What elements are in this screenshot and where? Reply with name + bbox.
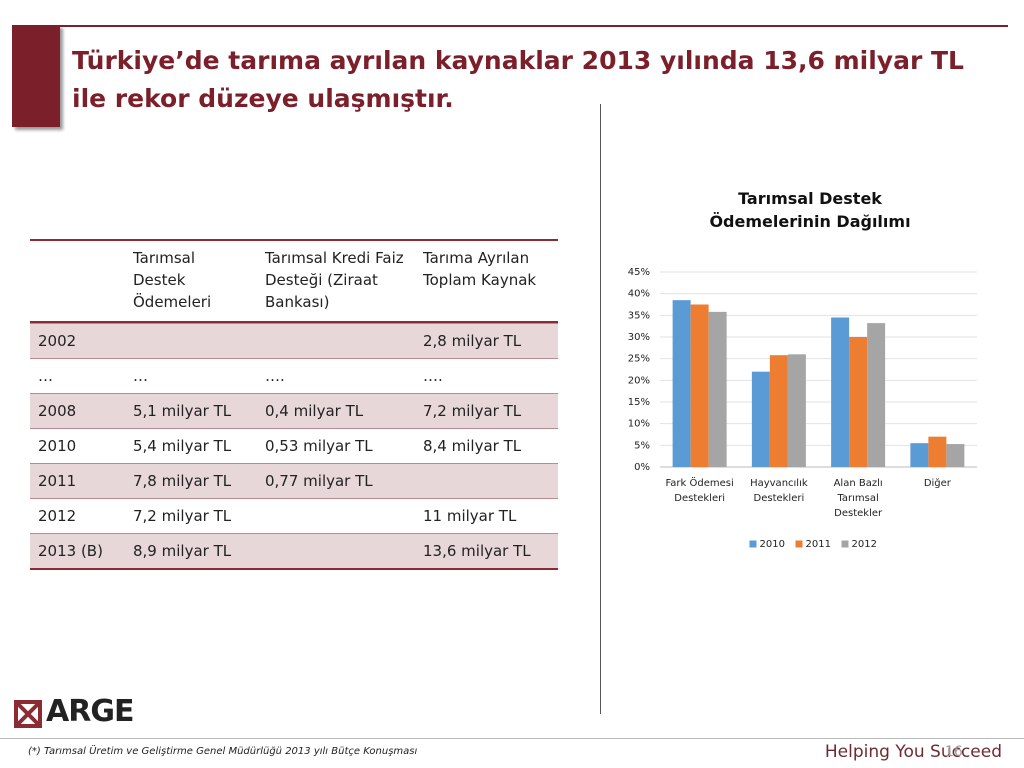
- table-row: 2010 5,4 milyar TL 0,53 milyar TL 8,4 milya…: [30, 428, 558, 463]
- table-cell: 2012: [38, 507, 77, 525]
- y-tick-label: 35%: [628, 310, 650, 321]
- table-cell: 5,1 milyar TL: [133, 402, 232, 420]
- chart: 0% 5% 10% 15% 20% 25% 30% 35% 40% 45% 2010 2011 2012: [628, 267, 977, 550]
- chart-container: Tarımsal Destek Ödemelerinin Dağılımı 0%…: [610, 185, 1010, 565]
- table: Tarımsal Destek Ödemeleri Tarımsal Kredi …: [30, 239, 558, 570]
- table-row: 2013 (B) 8,9 milyar TL 13,6 milyar TL: [30, 533, 558, 568]
- table-row: 2008 5,1 milyar TL 0,4 milyar TL 7,2 milyar…: [30, 393, 558, 428]
- bar: [849, 337, 868, 467]
- logo-icon: [14, 700, 42, 728]
- chart-title: Tarımsal Destek Ödemelerinin Dağılımı: [709, 189, 911, 231]
- bar: [751, 371, 770, 467]
- bar: [946, 444, 965, 467]
- table-cell: 0,77 milyar TL: [265, 472, 373, 490]
- page-number: 16: [945, 744, 963, 760]
- table-cell: 7,8 milyar TL: [133, 472, 232, 490]
- table-cell: 2011: [38, 472, 77, 490]
- table-cell: 2,8 milyar TL: [423, 332, 522, 350]
- logo-text: ARGE: [46, 694, 134, 729]
- table-cell: 11 milyar TL: [423, 507, 517, 525]
- table-cell: 2008: [38, 402, 77, 420]
- table-row: 2002 2,8 milyar TL: [30, 323, 558, 358]
- bar: [831, 317, 850, 467]
- table-cell: ….: [423, 367, 443, 385]
- legend-swatch: [749, 540, 757, 548]
- logo: ARGE: [14, 694, 144, 730]
- table-cell: 2010: [38, 437, 77, 455]
- table-cell: 0,4 milyar TL: [265, 402, 364, 420]
- legend-label: 2012: [852, 539, 877, 550]
- legend-swatch: [841, 540, 849, 548]
- footnote: (*) Tarımsal Üretim ve Geliştirme Genel …: [28, 746, 418, 757]
- legend-label: 2010: [760, 539, 785, 550]
- y-tick-label: 5%: [634, 440, 650, 451]
- bar: [672, 300, 691, 467]
- header-cell: [30, 241, 125, 321]
- table-cell: …: [133, 367, 148, 385]
- table-cell: 7,2 milyar TL: [423, 402, 522, 420]
- legend-label: 2011: [806, 539, 831, 550]
- y-tick-label: 15%: [628, 397, 650, 408]
- table-cell: 8,4 milyar TL: [423, 437, 522, 455]
- table-cell: 7,2 milyar TL: [133, 507, 232, 525]
- slide-title: Türkiye’de tarıma ayrılan kaynaklar 2013…: [72, 46, 964, 113]
- top-rule: [60, 25, 1008, 27]
- table-cell: 0,53 milyar TL: [265, 437, 373, 455]
- bar: [787, 354, 806, 467]
- x-tick-label: Alan Bazlı Tarımsal Destekler: [833, 478, 883, 519]
- y-tick-label: 10%: [628, 419, 650, 430]
- header-cell: Tarıma Ayrılan Toplam Kaynak: [423, 249, 537, 289]
- accent-block: [12, 25, 60, 127]
- bar: [708, 311, 727, 467]
- bar: [928, 436, 947, 467]
- y-tick-label: 20%: [628, 375, 650, 386]
- table-cell: 5,4 milyar TL: [133, 437, 232, 455]
- header-cell: Tarımsal Kredi Faiz Desteği (Ziraat Bank…: [265, 249, 404, 311]
- x-tick-label: Diğer: [923, 478, 951, 489]
- header-cell: Tarımsal Destek Ödemeleri: [133, 249, 212, 311]
- divider: [600, 104, 601, 714]
- bar: [690, 304, 709, 467]
- table-cell: 13,6 milyar TL: [423, 542, 531, 560]
- y-tick-label: 45%: [628, 267, 650, 278]
- bar: [910, 443, 929, 467]
- y-tick-label: 0%: [634, 462, 650, 473]
- table-row: 2012 7,2 milyar TL 11 milyar TL: [30, 498, 558, 533]
- y-tick-label: 30%: [628, 332, 650, 343]
- table-row: … … …. ….: [30, 358, 558, 393]
- x-tick-label: Fark Ödemesi Destekleri: [665, 478, 734, 504]
- table-cell: ….: [265, 367, 285, 385]
- legend-swatch: [795, 540, 803, 548]
- tagline: Helping You Succeed: [824, 742, 1002, 762]
- table-cell: 2002: [38, 332, 77, 350]
- bar: [867, 323, 886, 467]
- table-row: 2011 7,8 milyar TL 0,77 milyar TL: [30, 463, 558, 498]
- table-cell: 8,9 milyar TL: [133, 542, 232, 560]
- y-tick-label: 40%: [628, 289, 650, 300]
- header-row: Tarımsal Destek Ödemeleri Tarımsal Kredi …: [30, 241, 558, 323]
- table-cell: …: [38, 367, 53, 385]
- table-cell: 2013 (B): [38, 542, 103, 560]
- bar: [769, 355, 788, 467]
- x-tick-label: Hayvancılık Destekleri: [750, 478, 808, 504]
- y-tick-label: 25%: [628, 354, 650, 365]
- footer-rule: [0, 738, 1024, 739]
